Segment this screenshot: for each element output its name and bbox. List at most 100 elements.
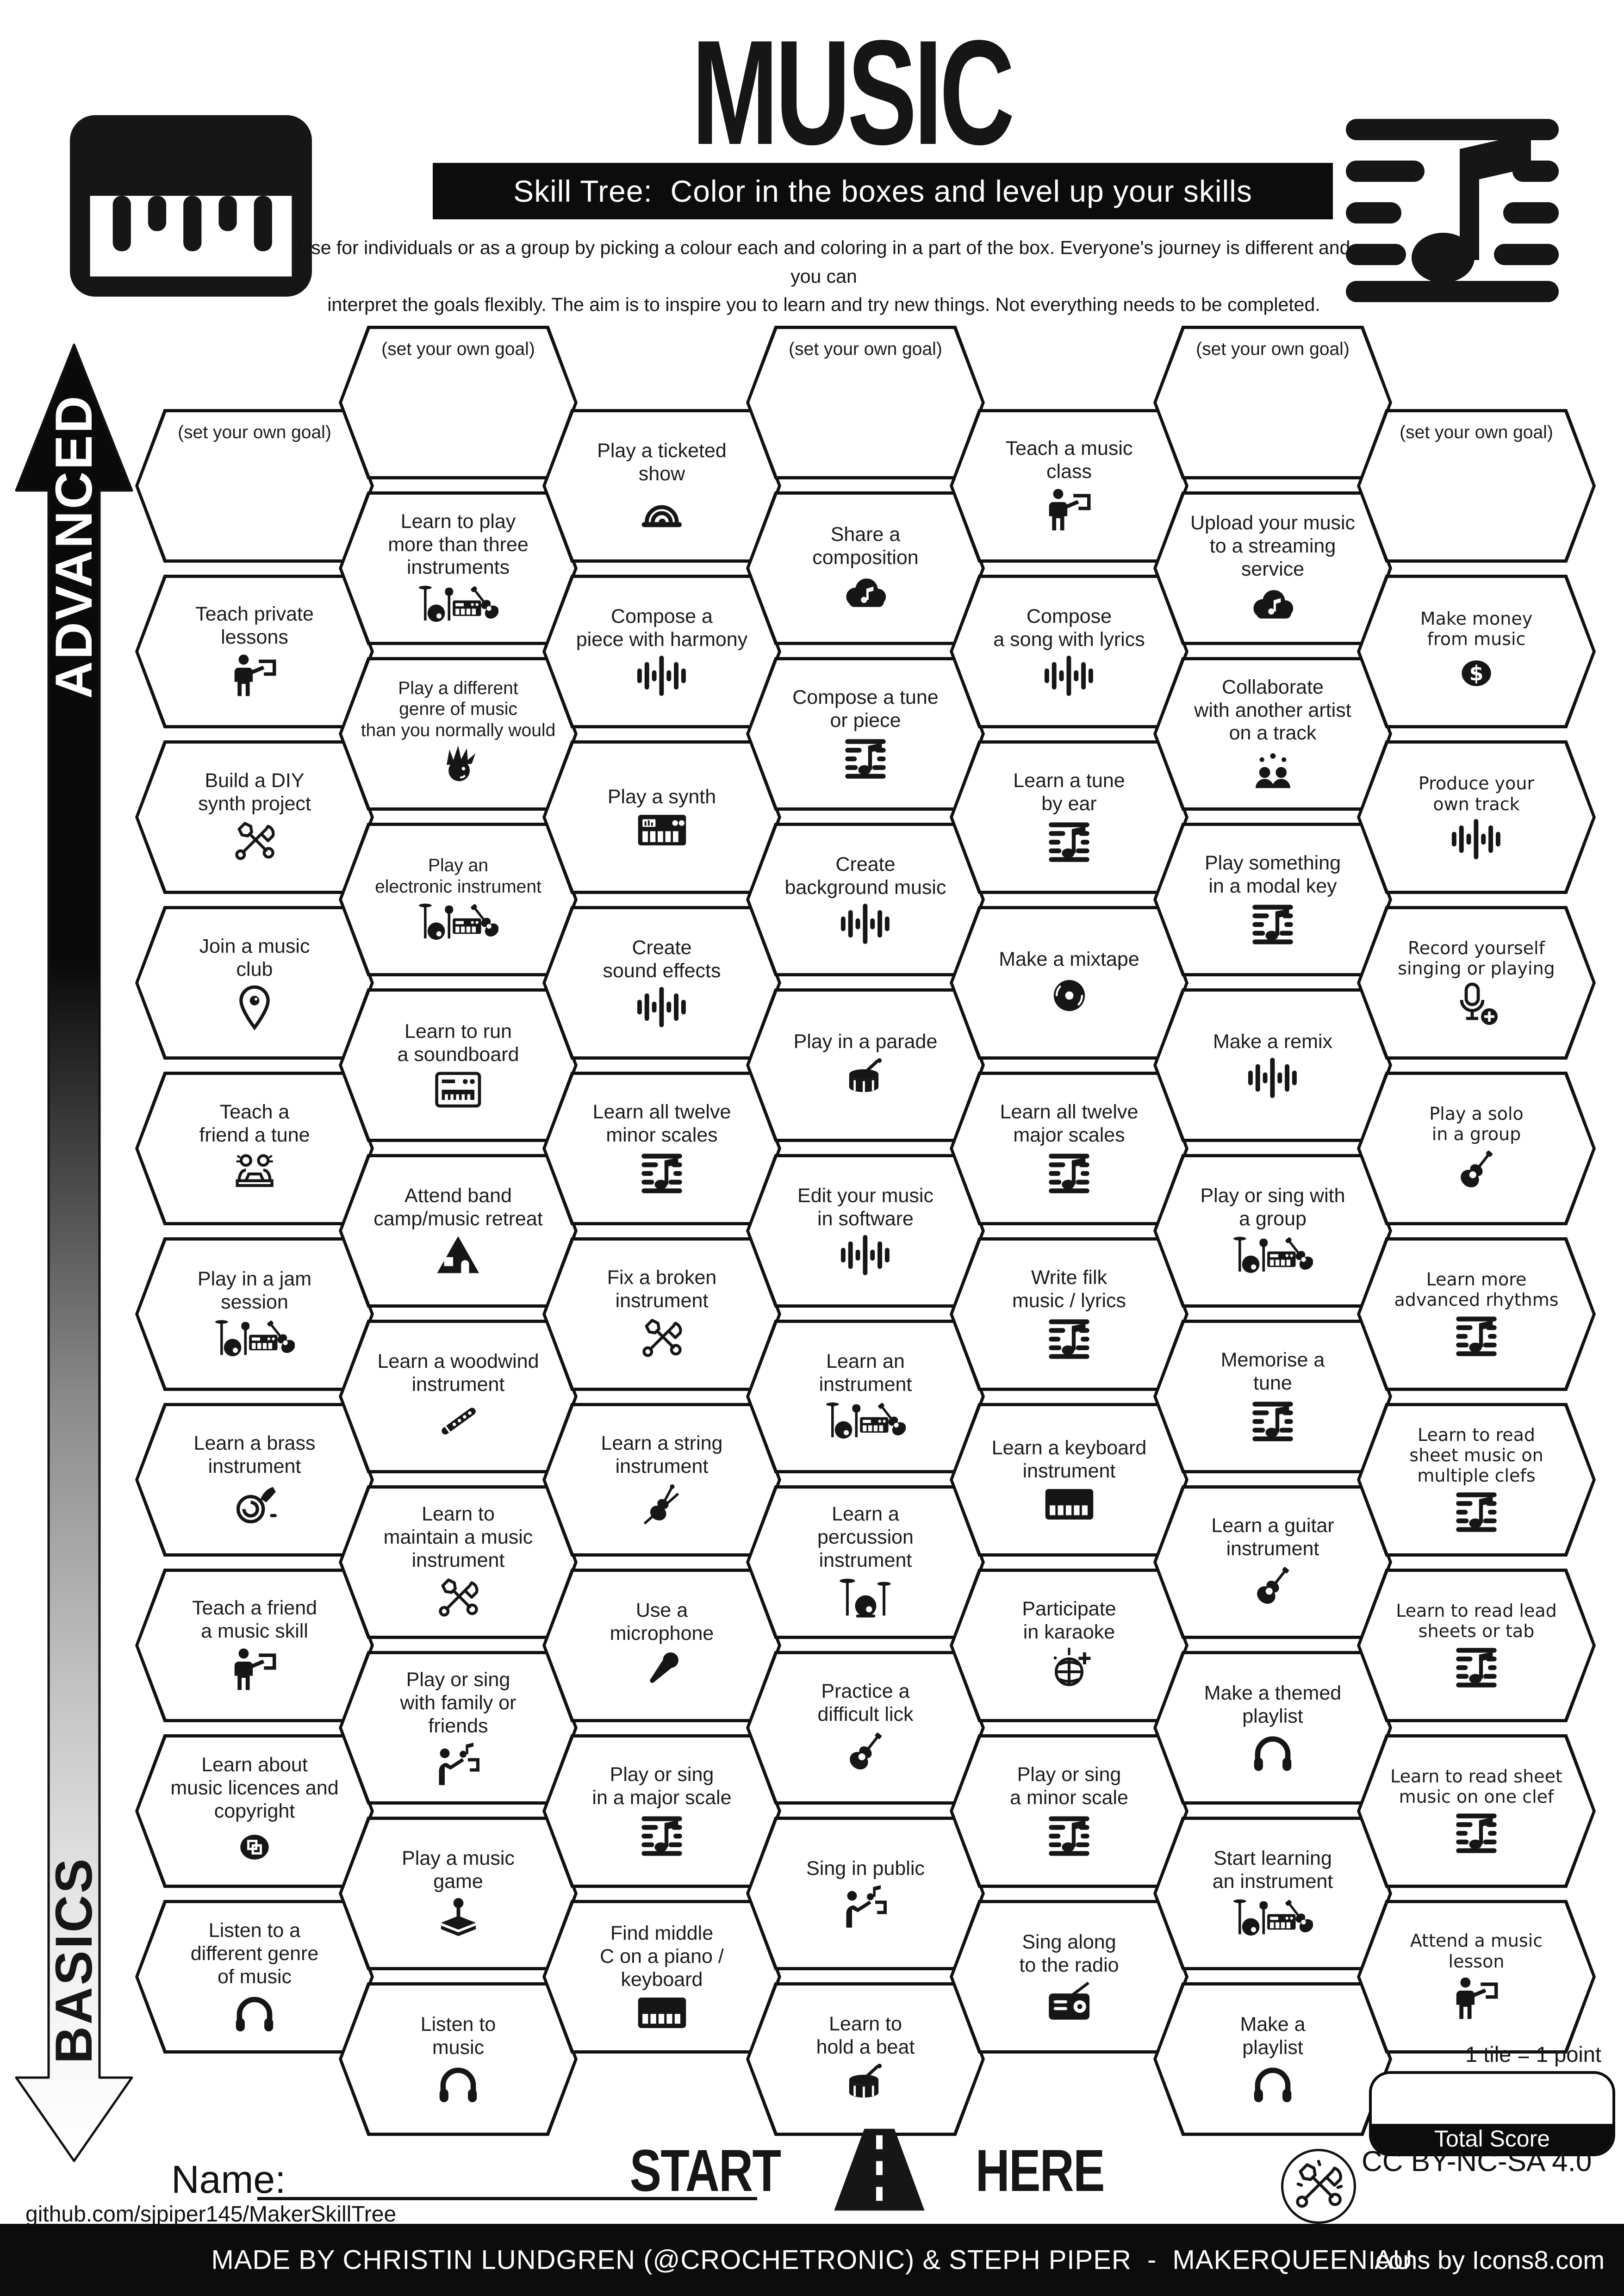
skill-hex[interactable]: Play in a jam session <box>135 1237 374 1391</box>
name-input-line[interactable] <box>257 2197 757 2200</box>
skill-hex-face: Compose a piece with harmony <box>546 578 778 725</box>
skill-hex-custom-goal[interactable]: (set your own goal) <box>746 326 985 479</box>
skill-hex[interactable]: Play a solo in a group <box>1357 1072 1596 1225</box>
skill-hex[interactable]: Learn about music licences and copyright <box>135 1734 374 1888</box>
skill-hex[interactable]: Learn an instrument <box>746 1320 985 1473</box>
skill-hex[interactable]: Collaborate with another artist on a tra… <box>1153 657 1392 811</box>
skill-hex[interactable]: Compose a tune or piece <box>746 657 985 811</box>
skill-hex[interactable]: Attend band camp/music retreat <box>339 1154 578 1308</box>
skill-hex[interactable]: Learn to maintain a music instrument <box>339 1485 578 1639</box>
skill-hex-label: Play a music game <box>402 1847 515 1893</box>
piano-keyboard-logo-icon <box>65 110 317 304</box>
skill-hex[interactable]: Play in a parade <box>746 988 985 1142</box>
skill-hex[interactable]: Learn a tune by ear <box>950 740 1188 894</box>
skill-hex-label: Learn a tune by ear <box>1013 769 1125 815</box>
headphones-icon <box>437 2062 479 2105</box>
skill-hex[interactable]: Learn more advanced rhythms <box>1357 1237 1596 1391</box>
skill-hex[interactable]: Fix a broken instrument <box>542 1237 781 1391</box>
skill-hex[interactable]: Learn to run a soundboard <box>339 988 578 1142</box>
skill-hex-label: Play a solo in a group <box>1429 1103 1524 1144</box>
skill-hex[interactable]: Play a music game <box>339 1817 578 1970</box>
skill-hex[interactable]: Teach a friend a tune <box>135 1072 374 1225</box>
skill-hex[interactable]: Make money from music $ <box>1357 575 1596 728</box>
skill-hex-face: Learn to read sheet music on multiple cl… <box>1360 1406 1593 1553</box>
skill-hex[interactable]: Compose a song with lyrics <box>950 575 1188 728</box>
start-here-marker: START HERE <box>592 2127 1139 2215</box>
skill-hex[interactable]: Compose a piece with harmony <box>542 575 781 728</box>
skill-hex[interactable]: Memorise a tune <box>1153 1320 1392 1473</box>
skill-hex[interactable]: Learn to play more than three instrument… <box>339 491 578 645</box>
skill-hex[interactable]: Teach private lessons <box>135 575 374 728</box>
skill-hex[interactable]: Play or sing with a group <box>1153 1154 1392 1308</box>
skill-hex[interactable]: Sing along to the radio <box>950 1900 1188 2054</box>
skill-hex[interactable]: Learn a brass instrument <box>135 1403 374 1557</box>
skill-hex-label: Produce your own track <box>1418 773 1535 814</box>
skill-hex[interactable]: Learn to hold a beat <box>746 1982 985 2136</box>
total-score-box[interactable]: Total Score <box>1369 2071 1615 2156</box>
skill-hex[interactable]: Learn a guitar instrument <box>1153 1485 1392 1639</box>
skill-hex[interactable]: Make a playlist <box>1153 1982 1392 2136</box>
skill-hex[interactable]: Sing in public <box>746 1817 985 1970</box>
skill-hex[interactable]: Record yourself singing or playing <box>1357 906 1596 1060</box>
skill-hex[interactable]: Participate in karaoke <box>950 1569 1188 1722</box>
skill-hex[interactable]: Edit your music in software <box>746 1154 985 1308</box>
skill-hex-face: (set your own goal) <box>1157 329 1389 476</box>
skill-hex[interactable]: Play or sing with family or friends <box>339 1651 578 1805</box>
skill-hex[interactable]: Attend a music lesson <box>1357 1900 1596 2054</box>
skill-hex-label: Learn a guitar instrument <box>1211 1514 1334 1560</box>
skill-hex-custom-goal[interactable]: (set your own goal) <box>135 409 374 563</box>
skill-hex[interactable]: Play or sing in a major scale <box>542 1734 781 1888</box>
skill-hex[interactable]: Make a remix <box>1153 988 1392 1142</box>
skill-hex[interactable]: Learn to read sheet music on one clef <box>1357 1734 1596 1888</box>
skill-hex[interactable]: Play something in a modal key <box>1153 823 1392 976</box>
skill-hex-face: Teach a music class <box>953 412 1185 559</box>
skill-hex-face: Write filk music / lyrics <box>953 1241 1185 1388</box>
skill-hex-custom-goal[interactable]: (set your own goal) <box>1153 326 1392 479</box>
skill-hex-face: Learn about music licences and copyright <box>138 1738 371 1885</box>
skill-hex[interactable]: Listen to music <box>339 1982 578 2136</box>
skill-hex[interactable]: Play a ticketed show <box>542 409 781 563</box>
skill-hex[interactable]: Listen to a different genre of music <box>135 1900 374 2054</box>
skill-hex-label: Listen to a different genre of music <box>190 1919 319 1988</box>
skill-hex[interactable]: Make a themed playlist <box>1153 1651 1392 1805</box>
skill-hex[interactable]: Teach a friend a music skill <box>135 1569 374 1722</box>
skill-hex[interactable]: Use a microphone <box>542 1569 781 1722</box>
skill-hex[interactable]: Learn all twelve major scales <box>950 1072 1188 1225</box>
skill-hex[interactable]: Create sound effects <box>542 906 781 1060</box>
skill-hex[interactable]: Play an electronic instrument <box>339 823 578 976</box>
skill-hex-custom-goal[interactable]: (set your own goal) <box>339 326 578 479</box>
skill-hex[interactable]: Share a composition <box>746 491 985 645</box>
skill-hex[interactable]: Upload your music to a streaming service <box>1153 491 1392 645</box>
skill-hex-label: Practice a difficult lick <box>817 1680 914 1725</box>
skill-hex[interactable]: Create background music <box>746 823 985 976</box>
skill-hex[interactable]: Practice a difficult lick <box>746 1651 985 1805</box>
skill-hex[interactable]: Teach a music class <box>950 409 1188 563</box>
skill-hex-label: Learn to read sheet music on multiple cl… <box>1409 1424 1543 1486</box>
skill-hex[interactable]: Play a different genre of music than you… <box>339 657 578 811</box>
skill-hex[interactable]: Learn all twelve minor scales <box>542 1072 781 1225</box>
tent-icon <box>434 1233 482 1277</box>
skill-hex[interactable]: Learn a woodwind instrument <box>339 1320 578 1473</box>
skill-hex[interactable]: Start learning an instrument <box>1153 1817 1392 1970</box>
skill-hex-face: Play in a parade <box>749 992 982 1139</box>
skill-hex[interactable]: Learn a string instrument <box>542 1403 781 1557</box>
skill-hex[interactable]: Write filk music / lyrics <box>950 1237 1188 1391</box>
skill-hex[interactable]: Find middle C on a piano / keyboard <box>542 1900 781 2054</box>
skill-hex[interactable]: Play a synth <box>542 740 781 894</box>
skill-hex[interactable]: Build a DIY synth project <box>135 740 374 894</box>
skill-hex-label: Make a remix <box>1213 1030 1333 1053</box>
skill-hex[interactable]: Produce your own track <box>1357 740 1596 894</box>
skill-hex[interactable]: Learn to read sheet music on multiple cl… <box>1357 1403 1596 1557</box>
vinyl-icon <box>1047 974 1091 1018</box>
stage-icon <box>638 488 686 532</box>
skill-hex[interactable]: Learn to read lead sheets or tab <box>1357 1569 1596 1722</box>
skill-hex[interactable]: Join a music club <box>135 906 374 1060</box>
skill-hex-custom-goal[interactable]: (set your own goal) <box>1357 409 1596 563</box>
skill-hex[interactable]: Learn a percussion instrument <box>746 1485 985 1639</box>
skill-hex[interactable]: Make a mixtape <box>950 906 1188 1060</box>
collab-icon <box>1249 748 1297 792</box>
skill-hex[interactable]: Play or sing a minor scale <box>950 1734 1188 1888</box>
skill-hex[interactable]: Learn a keyboard instrument <box>950 1403 1188 1557</box>
skill-hex-face: Learn to read lead sheets or tab <box>1360 1572 1593 1719</box>
skill-hex-label: Sing along to the radio <box>1019 1931 1119 1976</box>
